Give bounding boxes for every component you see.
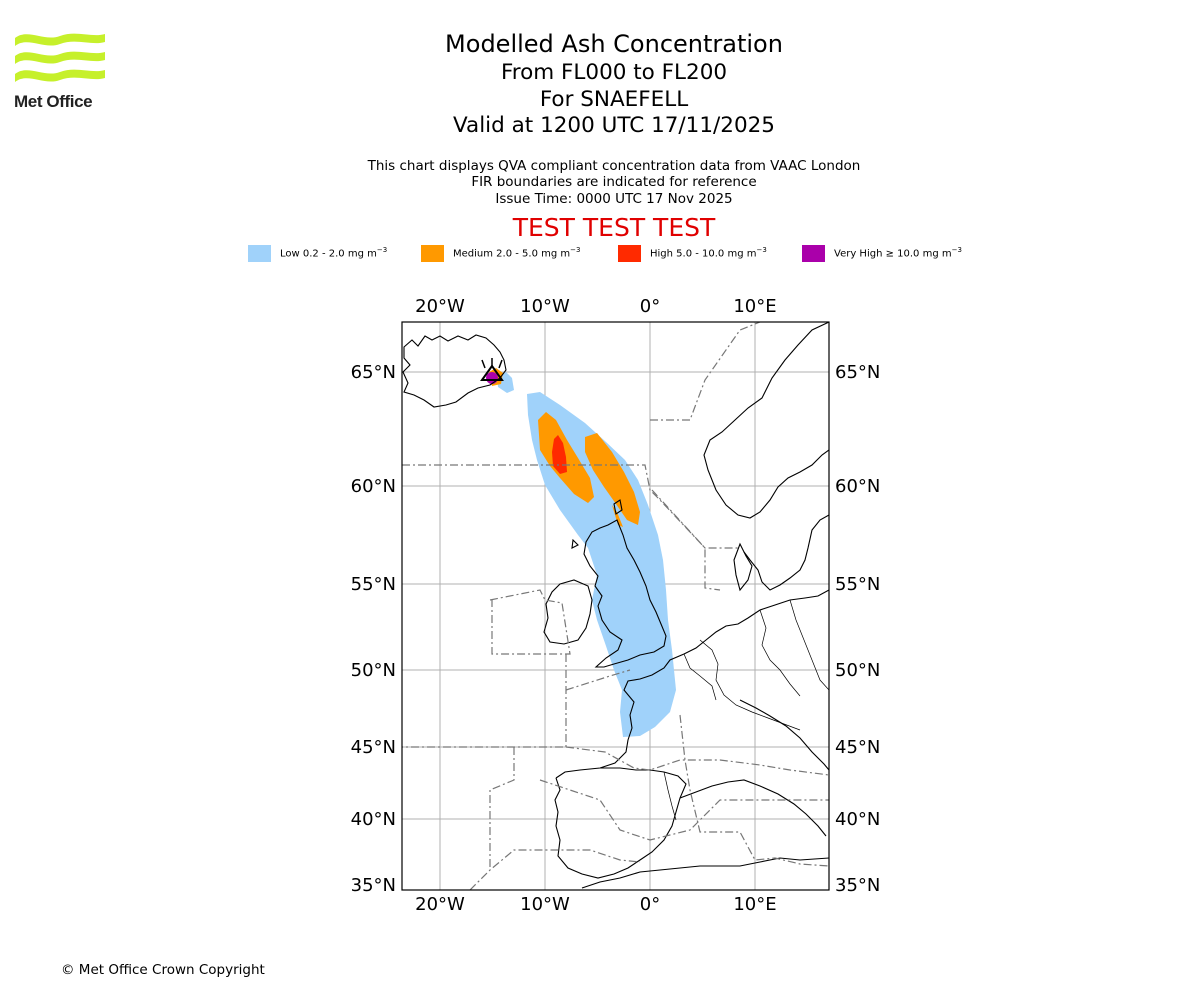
axis-labels: 20°W 10°W 0° 10°E 20°W 10°W 0° 10°E 65°N… [351,296,881,915]
lon-tick-top: 0° [640,296,660,317]
fir-boundaries [402,322,829,890]
legend-label-very-high: Very High ≥ 10.0 mg m [834,248,952,260]
chart-title-block: Modelled Ash Concentration From FL000 to… [314,28,914,140]
coastlines [402,322,829,889]
lat-tick-left: 35°N [351,875,396,896]
volcano-name: For SNAEFELL [539,86,689,112]
legend-swatch-very-high [802,245,825,262]
lat-tick-right: 35°N [835,875,880,896]
lat-tick-right: 60°N [835,476,880,497]
legend-exponent: −3 [570,246,581,254]
lat-tick-left: 50°N [351,660,396,681]
legend-label-medium: Medium 2.0 - 5.0 mg m [453,248,571,260]
met-office-logo: Met Office [14,30,109,112]
copyright: © Met Office Crown Copyright [61,962,265,978]
legend-label-low: Low 0.2 - 2.0 mg m [280,248,377,260]
legend-label-high: High 5.0 - 10.0 mg m [650,248,757,260]
lon-tick-bottom: 10°W [520,894,570,915]
chart-description: This chart displays QVA compliant concen… [314,158,914,207]
lon-tick-bottom: 0° [640,894,660,915]
flight-level-range: From FL000 to FL200 [500,60,728,85]
lat-tick-right: 45°N [835,737,880,758]
test-banner: TEST TEST TEST [512,213,716,242]
description-line-1: This chart displays QVA compliant concen… [367,158,861,174]
lat-tick-right: 50°N [835,660,880,681]
legend-swatch-medium [421,245,444,262]
description-line-2: FIR boundaries are indicated for referen… [471,174,757,191]
chart-title: Modelled Ash Concentration [445,30,783,58]
lat-tick-left: 65°N [351,362,396,383]
lon-tick-top: 10°W [520,296,570,317]
lat-tick-left: 60°N [351,476,396,497]
ash-area-high [552,435,567,474]
lon-tick-bottom: 20°W [415,894,465,915]
volcano-icon [480,358,504,381]
legend: Low 0.2 - 2.0 mg m−3 Medium 2.0 - 5.0 mg… [0,244,1200,264]
lat-tick-left: 45°N [351,737,396,758]
lat-tick-right: 55°N [835,574,880,595]
lon-tick-bottom: 10°E [733,894,776,915]
lon-tick-top: 10°E [733,296,776,317]
lat-tick-right: 65°N [835,362,880,383]
ash-area-very-high [486,372,498,384]
graticule [402,322,829,890]
ash-area-medium [489,368,640,527]
legend-exponent: −3 [756,246,767,254]
met-office-waves-icon [15,33,105,82]
lat-tick-right: 40°N [835,809,880,830]
lat-tick-left: 55°N [351,574,396,595]
lon-tick-top: 20°W [415,296,465,317]
map-frame [401,321,830,891]
issue-time: Issue Time: 0000 UTC 17 Nov 2025 [495,190,733,207]
legend-exponent: −3 [951,246,962,254]
ash-area-low [497,372,676,737]
valid-time: Valid at 1200 UTC 17/11/2025 [452,113,775,138]
legend-exponent: −3 [376,246,388,254]
logo-text: Met Office [14,92,93,111]
legend-swatch-high [618,245,641,262]
legend-swatch-low [248,245,271,262]
lat-tick-left: 40°N [351,809,396,830]
